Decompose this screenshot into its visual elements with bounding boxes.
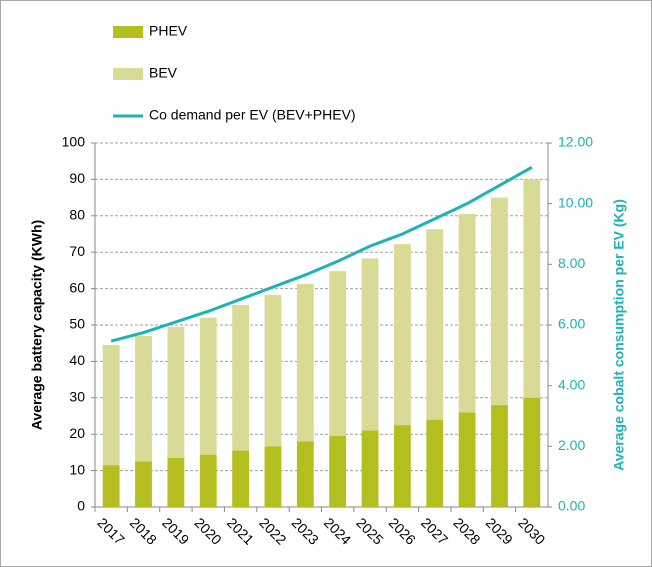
y2-tick-label: 12.00 [558,134,593,150]
y-tick-label: 90 [69,170,85,186]
line [110,165,533,343]
bar [296,283,314,442]
bar [135,335,152,462]
bar [167,326,185,458]
bar [361,258,379,431]
legend-label: BEV [149,65,178,81]
y2-tick-label: 2.00 [558,437,585,453]
y2-axis-title: Average cobalt consumption per EV (Kg) [611,199,627,471]
bar [523,397,541,507]
bar [264,446,282,507]
legend-label: PHEV [149,23,188,39]
y-tick-label: 50 [69,316,85,332]
legend-swatch [113,26,143,38]
bar [426,419,444,507]
y2-tick-label: 10.00 [558,194,593,210]
y-tick-label: 10 [69,461,85,477]
bar [296,441,314,507]
bar [329,436,347,507]
bar [393,425,411,507]
bar [199,317,217,455]
bar [458,213,476,413]
y-tick-label: 0 [77,498,85,514]
bar [329,271,347,437]
bar [426,229,444,420]
bar [523,179,541,398]
y-tick-label: 30 [69,389,85,405]
y-tick-label: 80 [69,207,85,223]
y-tick-label: 70 [69,243,85,259]
bar [393,244,411,426]
bar [102,345,120,466]
y2-tick-label: 4.00 [558,376,585,392]
y2-tick-label: 8.00 [558,255,585,271]
bar [102,465,120,507]
bar [491,197,508,406]
bar [361,430,379,507]
bar [232,450,250,507]
y2-tick-label: 0.00 [558,498,585,514]
bar [491,405,508,507]
bar [199,454,217,507]
bar [167,457,185,507]
bar [232,304,250,451]
bar [458,412,476,507]
y-tick-label: 100 [62,134,86,150]
y-tick-label: 60 [69,279,85,295]
bar [135,461,152,507]
y-tick-label: 40 [69,352,85,368]
y-tick-label: 20 [69,425,85,441]
y2-tick-label: 6.00 [558,316,585,332]
legend-label: Co demand per EV (BEV+PHEV) [149,107,356,123]
bar [264,294,282,447]
legend-swatch [113,68,143,80]
y-axis-title: Average battery capacity (KWh) [29,220,45,430]
